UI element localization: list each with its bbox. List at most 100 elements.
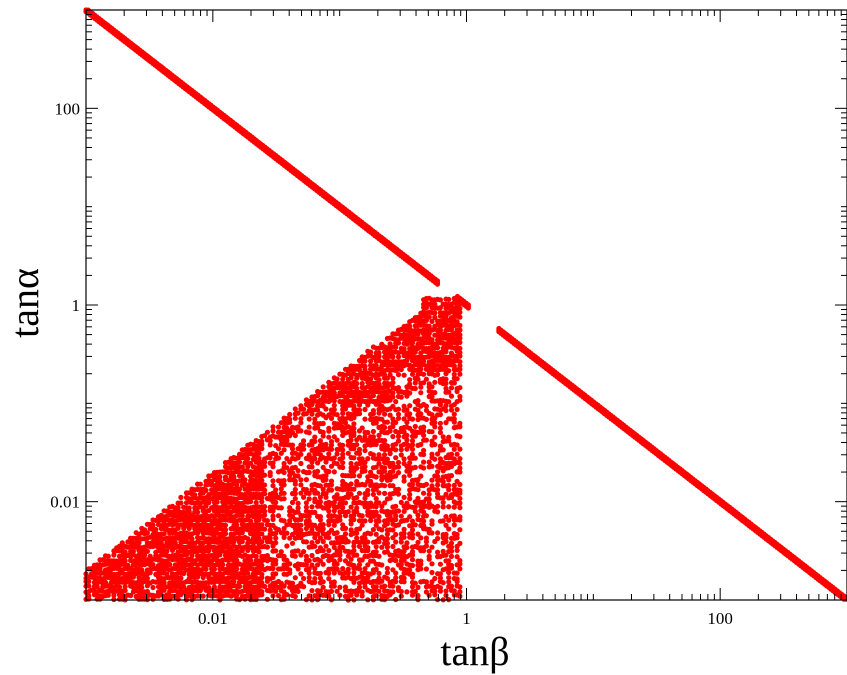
- data-point: [259, 539, 265, 545]
- data-point: [454, 451, 460, 457]
- data-point: [320, 522, 326, 528]
- data-point: [395, 438, 402, 444]
- data-point: [412, 385, 418, 392]
- data-point: [287, 561, 293, 567]
- data-point: [340, 544, 346, 551]
- data-point: [457, 397, 463, 403]
- data-point: [328, 482, 335, 488]
- data-point: [222, 522, 229, 528]
- data-point: [373, 363, 379, 369]
- data-point: [262, 463, 268, 469]
- data-point: [451, 588, 457, 594]
- data-point: [401, 346, 407, 352]
- data-point: [398, 499, 404, 505]
- data-point: [457, 309, 463, 315]
- data-point: [337, 549, 343, 555]
- data-point: [334, 561, 340, 567]
- data-point: [429, 530, 435, 536]
- data-point: [301, 494, 307, 500]
- data-point: [362, 358, 368, 364]
- data-point: [395, 411, 402, 417]
- data-point: [306, 518, 312, 524]
- data-point: [404, 437, 410, 443]
- data-point: [393, 579, 399, 585]
- data-point: [287, 416, 293, 422]
- data-point: [351, 473, 357, 479]
- data-point: [315, 539, 321, 545]
- data-point: [404, 407, 410, 413]
- data-point: [423, 539, 429, 545]
- data-point: [446, 368, 452, 374]
- data-point: [164, 548, 170, 554]
- data-point: [354, 385, 360, 391]
- data-point: [337, 517, 343, 523]
- data-point: [342, 420, 349, 426]
- x-tick-label: 0.01: [198, 609, 228, 628]
- data-point: [421, 451, 427, 458]
- data-point: [303, 553, 309, 560]
- data-point: [393, 419, 399, 426]
- data-point: [404, 544, 410, 551]
- data-point: [437, 425, 443, 431]
- data-point: [281, 518, 287, 524]
- data-point: [351, 570, 357, 576]
- data-point: [301, 406, 307, 412]
- data-point: [309, 540, 315, 546]
- data-point: [298, 482, 304, 488]
- data-point: [189, 553, 195, 559]
- data-point: [365, 487, 371, 493]
- data-point: [86, 593, 92, 599]
- data-point: [370, 393, 376, 399]
- data-point: [178, 500, 184, 506]
- data-point: [320, 579, 326, 585]
- data-point: [418, 535, 424, 541]
- data-point: [401, 474, 407, 480]
- data-point: [309, 562, 315, 568]
- data-point: [440, 447, 446, 453]
- data-point: [181, 584, 187, 590]
- data-point: [273, 557, 279, 564]
- data-point: [393, 399, 399, 405]
- data-point: [309, 459, 315, 465]
- data-point: [345, 539, 351, 545]
- data-point: [395, 491, 402, 497]
- data-point: [448, 583, 455, 589]
- data-point: [259, 562, 265, 569]
- data-point: [443, 531, 449, 538]
- data-point: [317, 570, 323, 577]
- data-point: [435, 487, 441, 493]
- data-point: [407, 377, 413, 383]
- data-point: [382, 424, 388, 431]
- data-point: [435, 473, 441, 479]
- data-point: [365, 562, 371, 568]
- data-point: [306, 416, 312, 422]
- data-point: [234, 557, 240, 563]
- data-point: [415, 495, 421, 501]
- data-point: [206, 548, 212, 554]
- data-point: [359, 513, 365, 519]
- data-point: [317, 535, 323, 541]
- data-point: [217, 474, 223, 480]
- data-point: [267, 535, 273, 541]
- data-point: [217, 552, 223, 558]
- data-point: [270, 460, 276, 466]
- data-point: [356, 543, 363, 550]
- data-point: [337, 513, 343, 519]
- data-point: [292, 553, 298, 559]
- data-point: [150, 522, 156, 528]
- data-point: [292, 491, 298, 497]
- data-point: [365, 456, 371, 462]
- data-point: [315, 407, 321, 413]
- data-point: [309, 411, 315, 417]
- data-point: [303, 500, 309, 506]
- data-point: [421, 518, 427, 524]
- data-point: [418, 473, 424, 479]
- data-point: [401, 508, 407, 514]
- data-point: [348, 437, 354, 443]
- data-point: [331, 469, 337, 475]
- data-point: [220, 562, 226, 568]
- data-point: [376, 514, 382, 520]
- data-point: [295, 548, 301, 554]
- data-point: [398, 366, 404, 373]
- data-point: [222, 531, 229, 537]
